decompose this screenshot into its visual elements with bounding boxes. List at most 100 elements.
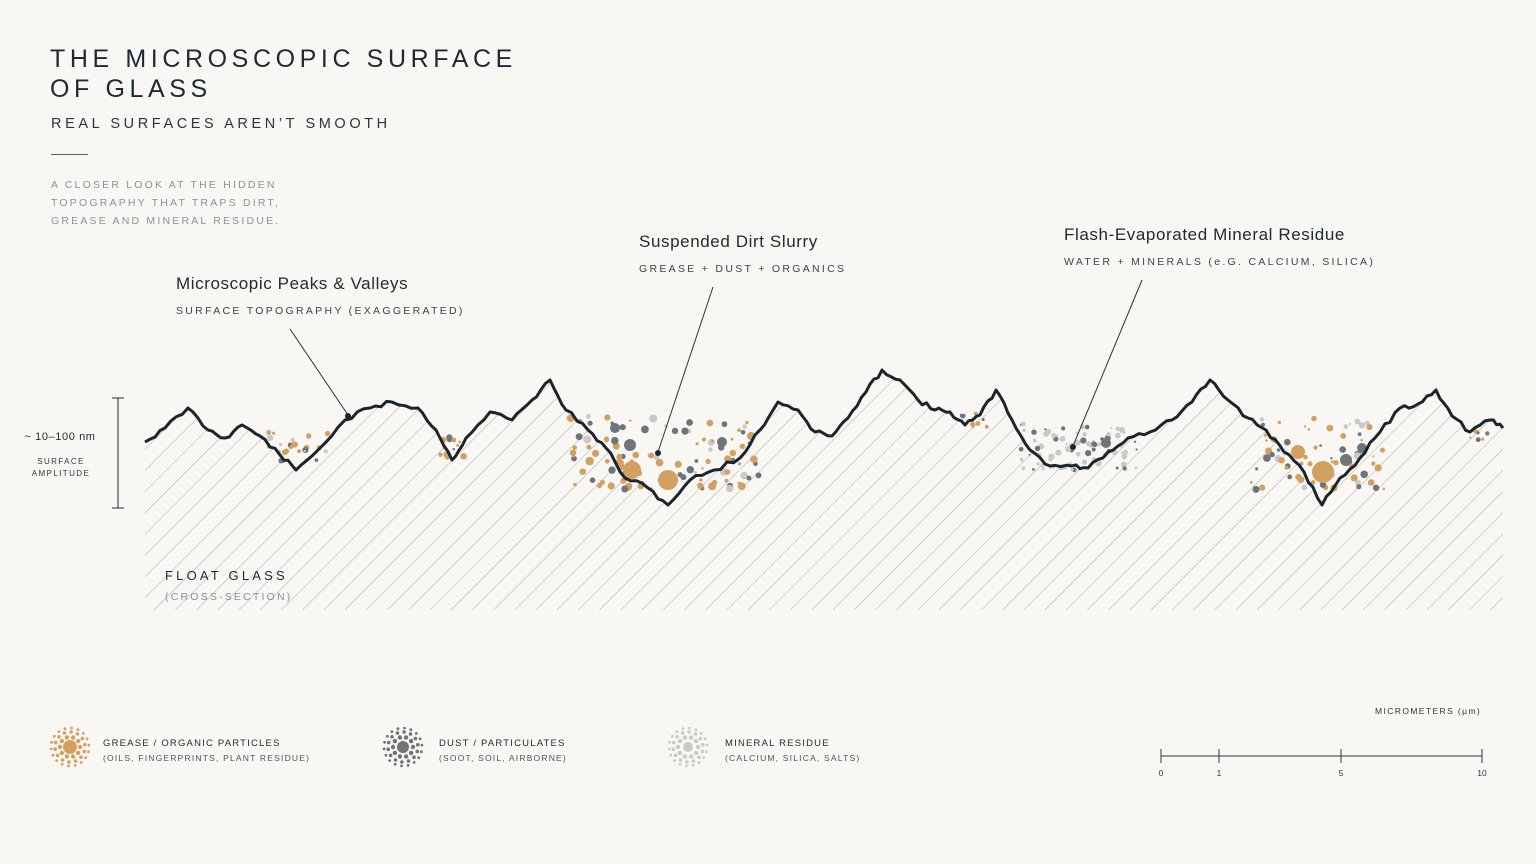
grease-particle bbox=[738, 462, 742, 466]
dust-particle bbox=[1319, 444, 1322, 447]
mineral-particle bbox=[1348, 422, 1352, 426]
grease-particle bbox=[697, 482, 704, 489]
title-divider bbox=[51, 154, 88, 155]
mineral-particle bbox=[649, 414, 658, 423]
dust-particle bbox=[963, 414, 966, 417]
dust-particle bbox=[1061, 426, 1066, 431]
dust-particle bbox=[1252, 485, 1260, 493]
dust-particle bbox=[1287, 474, 1293, 480]
mineral-particle bbox=[1022, 428, 1026, 433]
grease-particle bbox=[1278, 457, 1285, 464]
grease-particle bbox=[586, 444, 592, 450]
mineral-particle bbox=[1354, 479, 1361, 486]
grease-particle bbox=[724, 455, 732, 463]
dust-particle bbox=[589, 477, 596, 484]
dust-particle bbox=[1319, 481, 1327, 488]
dust-particle bbox=[1018, 446, 1024, 452]
grease-particle bbox=[699, 478, 703, 482]
grease-particle bbox=[267, 430, 271, 435]
dust-particle bbox=[1044, 428, 1047, 431]
mineral-particle bbox=[1074, 439, 1081, 446]
callout-subtitle-peaks: SURFACE TOPOGRAPHY (EXAGGERATED) bbox=[176, 305, 465, 317]
glass-sublabel: (CROSS-SECTION) bbox=[165, 591, 293, 603]
dust-particle bbox=[611, 436, 619, 445]
mineral-particle bbox=[290, 437, 295, 443]
dust-particle bbox=[452, 448, 455, 451]
mineral-particle bbox=[323, 449, 328, 454]
dust-particle bbox=[1263, 454, 1271, 462]
dust-particle bbox=[619, 424, 626, 431]
dust-particle bbox=[1031, 429, 1037, 435]
dust-particle bbox=[1028, 453, 1031, 456]
dust-particle bbox=[1330, 457, 1333, 460]
callout-leader-mineral bbox=[1070, 279, 1143, 450]
mineral-particle bbox=[1097, 442, 1102, 447]
mineral-particle bbox=[1065, 442, 1068, 446]
mineral-particle bbox=[740, 471, 748, 480]
mineral-particle bbox=[278, 442, 283, 447]
mineral-particle bbox=[1019, 457, 1024, 462]
dust-particle bbox=[681, 427, 689, 435]
mineral-particle bbox=[1045, 428, 1052, 435]
glass-body bbox=[145, 370, 1503, 610]
grease-particle bbox=[711, 439, 715, 443]
dust-particle bbox=[1133, 440, 1137, 443]
page-subtitle: REAL SURFACES AREN’T SMOOTH bbox=[51, 116, 391, 132]
dust-particle bbox=[1085, 450, 1092, 457]
grease-particle bbox=[1307, 461, 1313, 467]
grease-particle bbox=[1371, 461, 1376, 466]
grease-particle bbox=[632, 451, 639, 459]
mineral-residue-icon bbox=[667, 726, 709, 768]
grease-particle bbox=[701, 467, 704, 470]
mineral-particle bbox=[1041, 467, 1045, 471]
grease-particle bbox=[1311, 415, 1317, 422]
scale-unit-label: MICROMETERS (μm) bbox=[1375, 706, 1482, 716]
grease-particle bbox=[272, 431, 276, 435]
mineral-particle bbox=[1358, 422, 1366, 429]
mineral-particle bbox=[1120, 461, 1127, 468]
grease-particle bbox=[975, 421, 981, 426]
grease-particle bbox=[592, 449, 600, 457]
grease-particle bbox=[1326, 424, 1334, 432]
callout-title-slurry: Suspended Dirt Slurry bbox=[639, 232, 818, 251]
grease-particle bbox=[701, 437, 707, 442]
legend-mineral-title: MINERAL RESIDUE bbox=[725, 738, 830, 749]
legend-mineral-subtitle: (CALCIUM, SILICA, SALTS) bbox=[725, 753, 861, 763]
mineral-particle bbox=[1032, 438, 1037, 443]
scale-tick-label: 5 bbox=[1338, 768, 1344, 778]
dust-particle bbox=[1475, 437, 1481, 443]
mineral-particle bbox=[586, 414, 591, 419]
amplitude-value: ~ 10–100 nm bbox=[24, 431, 96, 443]
legend-dust-title: DUST / PARTICULATES bbox=[439, 738, 566, 749]
dust-particle bbox=[1092, 442, 1098, 448]
grease-particle bbox=[1380, 447, 1385, 453]
glass-label: FLOAT GLASS bbox=[165, 568, 288, 583]
glass-cross-section bbox=[145, 370, 1503, 610]
mineral-particle bbox=[707, 438, 715, 446]
page-title: THE MICROSCOPIC SURFACE OF GLASS bbox=[50, 44, 517, 104]
mineral-particle bbox=[1343, 424, 1349, 429]
grease-particle bbox=[1312, 461, 1334, 483]
grease-particle bbox=[970, 421, 976, 427]
dust-particle bbox=[981, 418, 985, 421]
grease-particle bbox=[739, 443, 746, 450]
scale-tick-label: 0 bbox=[1158, 768, 1164, 778]
intro-text: A CLOSER LOOK AT THE HIDDEN TOPOGRAPHY T… bbox=[51, 176, 351, 230]
dust-particle bbox=[1261, 422, 1265, 427]
dust-particle bbox=[1122, 466, 1127, 471]
callout-leader-peaks bbox=[289, 328, 351, 419]
grease-particle bbox=[297, 449, 301, 454]
grease-particle bbox=[460, 453, 467, 460]
grease-particle bbox=[572, 445, 577, 450]
mineral-particle bbox=[1081, 459, 1088, 465]
dust-particle bbox=[1034, 445, 1041, 452]
dust-particle bbox=[746, 475, 752, 481]
grease-particle bbox=[708, 482, 717, 491]
mineral-particle bbox=[1033, 427, 1036, 431]
grease-particle bbox=[658, 470, 678, 490]
grease-particle bbox=[604, 436, 609, 441]
dust-particle bbox=[1269, 451, 1275, 458]
dust-particle bbox=[1080, 437, 1087, 444]
mineral-particle bbox=[1048, 453, 1055, 460]
dust-particle bbox=[1115, 466, 1119, 470]
